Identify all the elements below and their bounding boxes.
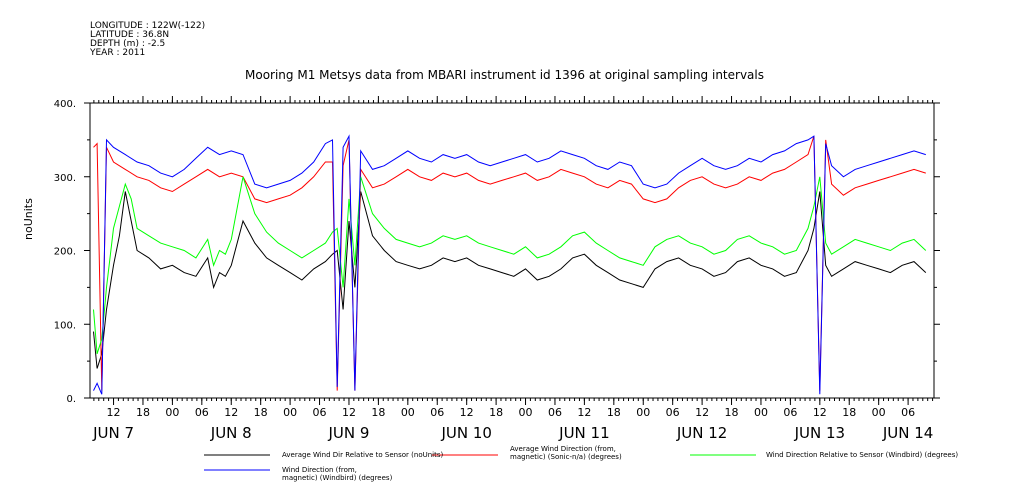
day-label: JUN 11 <box>558 424 609 442</box>
x-tick-label: 12 <box>695 406 709 419</box>
longitude-label: LONGITUDE : 122W(-122) <box>90 21 206 31</box>
x-tick-label: 00 <box>519 406 533 419</box>
x-tick-label: 18 <box>254 406 268 419</box>
x-tick-label: 06 <box>666 406 680 419</box>
x-tick-label: 18 <box>489 406 503 419</box>
y-tick-label: 0. <box>66 394 76 405</box>
x-tick-label: 06 <box>548 406 562 419</box>
y-tick-label: 200. <box>54 247 76 258</box>
depth-label: DEPTH (m) : -2.5 <box>90 39 166 49</box>
day-label: JUN 7 <box>92 424 134 442</box>
plot-frame <box>89 102 935 399</box>
y-tick-label: 300. <box>54 173 76 184</box>
x-tick-label: 18 <box>842 406 856 419</box>
x-tick-label: 06 <box>430 406 444 419</box>
x-tick-label: 18 <box>371 406 385 419</box>
y-tick-label: 100. <box>54 320 76 331</box>
x-tick-label: 18 <box>136 406 150 419</box>
day-label: JUN 8 <box>210 424 252 442</box>
series-line-2 <box>93 176 927 354</box>
day-label: JUN 12 <box>676 424 727 442</box>
day-label: JUN 13 <box>794 424 845 442</box>
legend-label-2: Wind Direction Relative to Sensor (Windb… <box>766 451 959 459</box>
x-tick-label: 12 <box>107 406 121 419</box>
x-tick-label: 00 <box>283 406 297 419</box>
x-tick-label: 12 <box>577 406 591 419</box>
legend-label-3: Wind Direction (from, magnetic) (Windbir… <box>282 466 393 482</box>
x-tick-label: 00 <box>754 406 768 419</box>
x-tick-label: 18 <box>725 406 739 419</box>
legend-label-0: Average Wind Dir Relative to Sensor (noU… <box>282 451 444 459</box>
year-label: YEAR : 2011 <box>90 48 146 58</box>
day-label: JUN 9 <box>327 424 369 442</box>
day-label: JUN 14 <box>882 424 933 442</box>
x-tick-label: 00 <box>165 406 179 419</box>
y-tick-label: 400. <box>54 99 76 110</box>
legend-label-1: Average Wind Direction (from, magnetic) … <box>510 445 622 461</box>
series-line-0 <box>93 191 927 369</box>
x-tick-label: 12 <box>224 406 238 419</box>
x-tick-label: 06 <box>195 406 209 419</box>
x-tick-label: 00 <box>401 406 415 419</box>
x-tick-label: 12 <box>342 406 356 419</box>
x-tick-label: 00 <box>636 406 650 419</box>
x-tick-label: 06 <box>901 406 915 419</box>
series-line-3 <box>93 134 926 395</box>
x-tick-label: 06 <box>783 406 797 419</box>
series-line-1 <box>93 136 926 391</box>
x-tick-label: 00 <box>872 406 886 419</box>
latitude-label: LATITUDE : 36.8N <box>90 30 170 40</box>
chart-title: Mooring M1 Metsys data from MBARI instru… <box>245 68 764 82</box>
x-tick-label: 18 <box>607 406 621 419</box>
x-tick-label: 12 <box>813 406 827 419</box>
x-tick-label: 06 <box>313 406 327 419</box>
day-label: JUN 10 <box>440 424 491 442</box>
x-tick-label: 12 <box>460 406 474 419</box>
